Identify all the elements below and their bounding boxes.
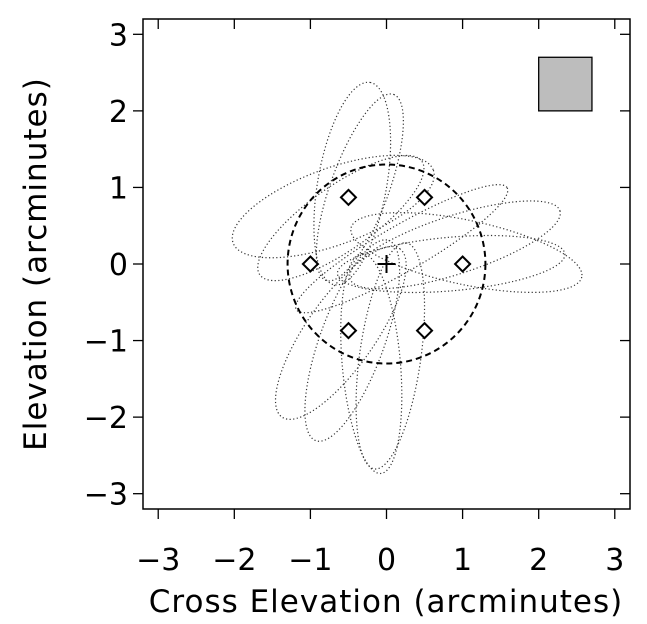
markers [301,188,472,340]
feed-diamond-marker [301,255,320,273]
x-tick-label: 2 [529,543,548,578]
scan-loops [231,81,583,475]
feed-diamond-marker [339,188,358,207]
x-tick-label: −2 [212,543,256,578]
x-tick-label: 3 [605,543,624,578]
y-tick-label: 3 [109,18,128,53]
feed-diamond-marker [415,321,434,340]
scan-loop [349,200,561,290]
center-plus-marker [377,255,396,273]
legend-layer [538,56,593,112]
y-tick-label: −1 [84,325,128,360]
x-tick-label: 1 [453,543,472,578]
x-tick-label: 0 [377,543,396,578]
boundary-circle [286,163,487,365]
x-axis-label: Cross Elevation (arcminutes) [149,584,623,620]
x-tick-label: −3 [136,543,180,578]
beam-size-box [538,56,593,112]
y-tick-label: 1 [109,171,128,206]
feed-diamond-marker [415,188,434,207]
scan-loop [257,154,425,282]
scan-loop [340,252,403,475]
feed-diamond-marker [453,255,472,273]
y-axis-label: Elevation (arcminutes) [18,77,54,451]
scan-loop [231,154,435,259]
y-tick-label: 0 [109,248,128,283]
axis-ticks: −3 −2 −1 0 1 2 3 −3 −2 −1 0 1 2 3 [84,18,630,578]
y-tick-label: −3 [84,478,128,513]
x-tick-label: −1 [288,543,332,578]
scan-loop [295,184,509,314]
scan-loop [350,212,583,293]
feed-diamond-marker [339,321,358,340]
scan-loop [315,93,404,282]
scan-loop [304,239,401,442]
scan-loop [355,242,426,470]
scan-loop [336,234,566,294]
y-tick-label: −2 [84,401,128,436]
boundary-circle-layer [286,163,487,365]
y-tick-label: 2 [109,95,128,130]
scan-loop [313,81,392,286]
scan-loop [274,245,407,420]
